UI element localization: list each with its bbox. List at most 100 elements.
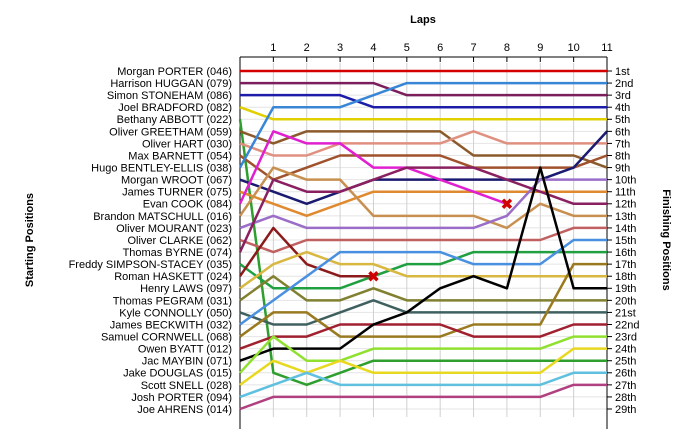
chart-title: Laps xyxy=(410,14,436,26)
y2-tick-label: 29th xyxy=(615,404,636,416)
x-tick-label: 5 xyxy=(404,42,410,54)
y2-tick-label: 1st xyxy=(615,66,630,78)
rider-label: Samuel CORNWELL (068) xyxy=(101,331,232,343)
x-tick-label: 10 xyxy=(568,42,580,54)
y2-tick-label: 11th xyxy=(615,187,636,199)
rider-line xyxy=(239,130,608,169)
y-axis-title: Starting Positions xyxy=(24,193,36,287)
rider-label: Josh PORTER (094) xyxy=(131,392,232,404)
rider-label: Morgan PORTER (046) xyxy=(117,66,232,78)
rider-line xyxy=(239,335,607,374)
rider-line xyxy=(239,383,607,411)
rider-line xyxy=(238,81,607,169)
rider-line xyxy=(238,226,374,278)
rider-line xyxy=(239,178,607,230)
rider-label: Harrison HUGGAN (079) xyxy=(110,78,232,90)
y2-tick-label: 26th xyxy=(615,368,636,380)
y2-tick-label: 12th xyxy=(615,199,636,211)
y2-tick-label: 20th xyxy=(615,295,636,307)
y2-axis-title: Finishing Positions xyxy=(660,189,672,290)
rider-line xyxy=(240,81,607,97)
rider-line xyxy=(239,323,607,350)
rider-line xyxy=(239,250,607,290)
rider-label: Oliver CLARKE (062) xyxy=(127,235,232,247)
y2-tick-label: 23rd xyxy=(615,331,637,343)
y2-tick-label: 3rd xyxy=(615,90,631,102)
y2-tick-label: 27th xyxy=(615,380,636,392)
y2-tick-label: 14th xyxy=(615,223,636,235)
x-tick-label: 3 xyxy=(337,42,343,54)
rider-label: Oliver GREETHAM (059) xyxy=(109,126,232,138)
y2-tick-label: 15th xyxy=(615,235,636,247)
rider-line xyxy=(238,166,607,253)
rider-label: Simon STONEHAM (086) xyxy=(107,90,232,102)
rider-line xyxy=(239,130,607,157)
rider-line xyxy=(238,166,607,230)
y2-tick-label: 22nd xyxy=(615,319,639,331)
x-tick-label: 1 xyxy=(270,42,276,54)
y2-tick-label: 4th xyxy=(615,102,630,114)
rider-label: Freddy SIMPSON-STACEY (035) xyxy=(69,259,232,271)
rider-line xyxy=(239,226,607,254)
rider-line xyxy=(239,154,608,181)
rider-label: Evan COOK (084) xyxy=(143,199,232,211)
y2-tick-label: 19th xyxy=(615,283,636,295)
rider-label: Roman HASKETT (024) xyxy=(114,271,232,283)
rider-label: Jac MAYBIN (071) xyxy=(142,356,232,368)
rider-label: Thomas BYRNE (074) xyxy=(123,247,232,259)
rider-line xyxy=(239,166,607,362)
x-tick-label: 4 xyxy=(370,42,376,54)
rider-line xyxy=(240,93,607,109)
rider-label: Joe AHRENS (014) xyxy=(137,404,232,416)
x-tick-label: 11 xyxy=(601,42,612,54)
y2-tick-label: 5th xyxy=(615,114,630,126)
rider-line xyxy=(239,347,607,386)
y2-tick-label: 7th xyxy=(615,138,630,150)
y2-tick-label: 8th xyxy=(615,150,630,162)
y2-tick-label: 10th xyxy=(615,175,636,187)
rider-label: James BECKWITH (032) xyxy=(110,319,232,331)
rider-line xyxy=(239,106,607,121)
rider-label: Jake DOUGLAS (015) xyxy=(123,368,232,380)
y2-tick-label: 16th xyxy=(615,247,636,259)
y2-tick-label: 24th xyxy=(615,344,636,356)
rider-label: Kyle CONNOLLY (050) xyxy=(119,307,232,319)
rider-line xyxy=(238,119,607,387)
y2-tick-label: 13th xyxy=(615,211,636,223)
crash-marker xyxy=(501,198,513,210)
rider-label: Bethany ABBOTT (022) xyxy=(117,114,232,126)
rider-line xyxy=(239,238,607,326)
rider-label: Max BARNETT (054) xyxy=(128,150,232,162)
rider-label: Thomas PEGRAM (031) xyxy=(113,295,232,307)
rider-line xyxy=(238,130,508,205)
rider-line xyxy=(239,262,607,338)
rider-label: Scott SNELL (028) xyxy=(141,380,232,392)
y2-tick-label: 2nd xyxy=(615,78,633,90)
crash-marker xyxy=(368,270,379,282)
crash-cross xyxy=(368,270,379,282)
x-tick-label: 7 xyxy=(470,42,476,54)
rider-label: Oliver HART (030) xyxy=(142,138,232,150)
y2-tick-label: 21st xyxy=(615,307,636,319)
rider-label: Oliver MOURANT (023) xyxy=(116,223,232,235)
y2-tick-label: 17th xyxy=(615,259,636,271)
rider-line xyxy=(239,250,607,290)
x-tick-label: 9 xyxy=(537,42,543,54)
y2-tick-label: 6th xyxy=(615,126,630,138)
rider-label: Brandon MATSCHULL (016) xyxy=(93,211,232,223)
y2-tick-label: 28th xyxy=(615,392,636,404)
y2-tick-label: 25th xyxy=(615,356,636,368)
rider-label: Owen BYATT (012) xyxy=(138,344,232,356)
rider-label: Hugo BENTLEY-ELLIS (038) xyxy=(91,162,232,174)
rider-label: Joel BRADFORD (082) xyxy=(118,102,232,114)
x-tick-label: 8 xyxy=(504,42,510,54)
rider-label: Morgan WROOT (067) xyxy=(121,175,232,187)
x-tick-label: 6 xyxy=(437,42,443,54)
rider-label: James TURNER (075) xyxy=(122,187,232,199)
y2-tick-label: 9th xyxy=(615,162,630,174)
rider-label: Henry LAWS (097) xyxy=(140,283,232,295)
y2-tick-label: 18th xyxy=(615,271,636,283)
crash-cross xyxy=(501,198,513,210)
